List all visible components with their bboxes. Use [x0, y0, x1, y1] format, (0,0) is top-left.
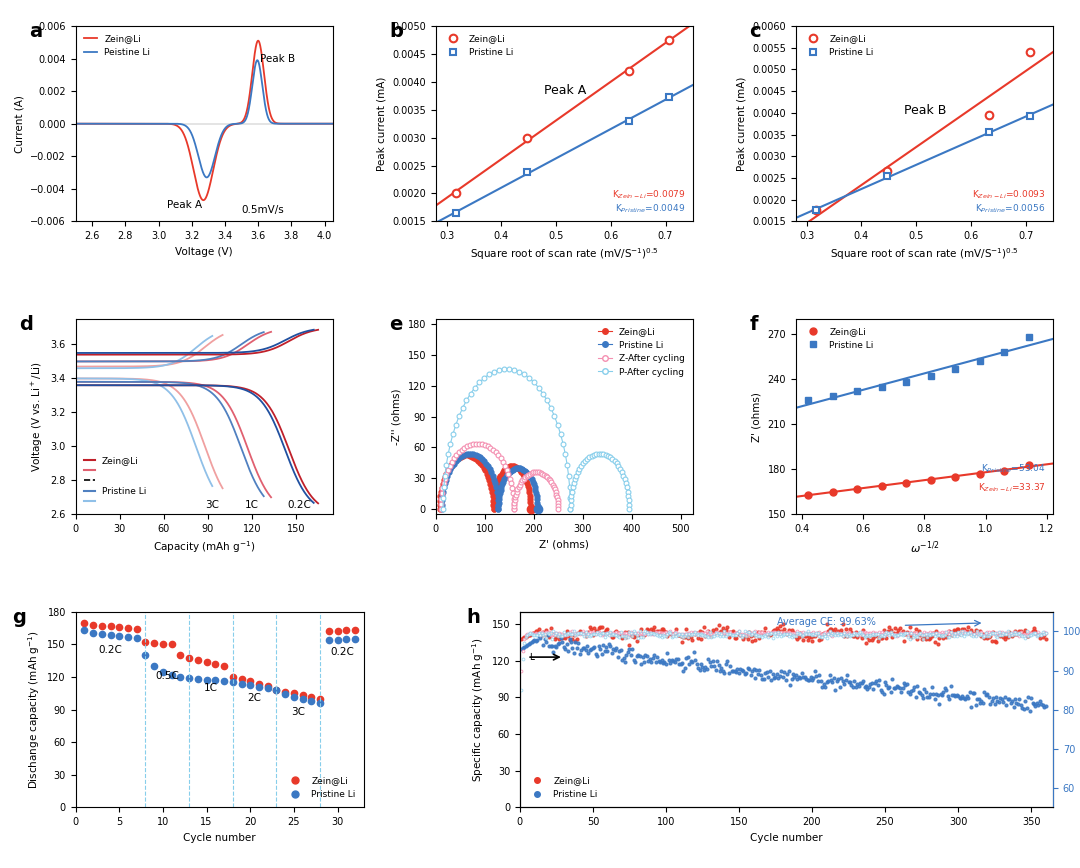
- Legend: Zein@Li, Pristine Li, Z-After cycling, P-After cycling: Zein@Li, Pristine Li, Z-After cycling, P…: [594, 324, 688, 380]
- Text: d: d: [19, 315, 32, 334]
- Text: b: b: [390, 22, 403, 41]
- Text: Average CE: 99.63%: Average CE: 99.63%: [778, 617, 876, 628]
- X-axis label: Z' (ohms): Z' (ohms): [539, 540, 590, 549]
- Text: K$_{Pristine}$=53.04: K$_{Pristine}$=53.04: [981, 463, 1045, 475]
- Text: Peak B: Peak B: [260, 54, 295, 64]
- X-axis label: Cycle number: Cycle number: [184, 832, 256, 843]
- Y-axis label: Current (A): Current (A): [14, 95, 25, 153]
- Text: 1C: 1C: [204, 683, 218, 694]
- Legend: Zein@Li, Pristine Li: Zein@Li, Pristine Li: [525, 773, 602, 803]
- Text: f: f: [750, 315, 758, 334]
- Legend: Zein@Li, Pristine Li: Zein@Li, Pristine Li: [282, 773, 360, 803]
- Legend: Zein@Li, Pristine Li: Zein@Li, Pristine Li: [800, 30, 877, 60]
- Text: 0.5C: 0.5C: [156, 671, 179, 681]
- Y-axis label: Specific capacity (mAh g$^{-1}$): Specific capacity (mAh g$^{-1}$): [470, 637, 486, 782]
- Y-axis label: Peak current (mA): Peak current (mA): [377, 76, 387, 171]
- Text: e: e: [390, 315, 403, 334]
- Text: Peak B: Peak B: [904, 104, 946, 117]
- Text: 0.2C: 0.2C: [330, 648, 354, 657]
- X-axis label: Square root of scan rate (mV/S$^{-1}$)$^{0.5}$: Square root of scan rate (mV/S$^{-1}$)$^…: [470, 247, 659, 262]
- Text: Peak A: Peak A: [167, 201, 202, 210]
- Text: K$_{Pristine}$=0.0049: K$_{Pristine}$=0.0049: [615, 202, 685, 215]
- Legend: Zein@Li, Pristine Li: Zein@Li, Pristine Li: [441, 30, 517, 60]
- Y-axis label: Voltage (V vs. Li$^+$/Li): Voltage (V vs. Li$^+$/Li): [30, 361, 45, 472]
- Legend: Zein@Li, Peistine Li: Zein@Li, Peistine Li: [80, 30, 154, 60]
- Text: 0.2C: 0.2C: [98, 645, 122, 655]
- Text: 1C: 1C: [245, 500, 259, 510]
- X-axis label: $\omega^{-1/2}$: $\omega^{-1/2}$: [909, 540, 940, 556]
- Y-axis label: Dischange capacity (mAh g$^{-1}$): Dischange capacity (mAh g$^{-1}$): [26, 630, 42, 789]
- Text: └: └: [527, 655, 534, 665]
- Y-axis label: -Z'' (ohms): -Z'' (ohms): [392, 388, 402, 445]
- X-axis label: Cycle number: Cycle number: [751, 832, 823, 843]
- Text: h: h: [467, 608, 481, 627]
- Text: K$_{Zein-Li}$=0.0093: K$_{Zein-Li}$=0.0093: [972, 189, 1045, 201]
- Legend: Zein@Li, Pristine Li: Zein@Li, Pristine Li: [800, 324, 877, 353]
- Text: K$_{Zein-Li}$=0.0079: K$_{Zein-Li}$=0.0079: [611, 189, 685, 201]
- Text: Peak A: Peak A: [543, 84, 586, 97]
- Text: 3C: 3C: [205, 500, 219, 510]
- Text: a: a: [29, 22, 42, 41]
- Text: 2C: 2C: [247, 693, 261, 703]
- Legend: Zein@Li, , , Pristine Li, : Zein@Li, , , Pristine Li,: [80, 452, 150, 510]
- Text: K$_{Pristine}$=0.0056: K$_{Pristine}$=0.0056: [975, 202, 1045, 215]
- Text: 0.2C: 0.2C: [287, 500, 311, 510]
- Text: K$_{Zein-Li}$=33.37: K$_{Zein-Li}$=33.37: [977, 482, 1045, 495]
- Text: 3C: 3C: [292, 707, 306, 717]
- X-axis label: Voltage (V): Voltage (V): [175, 247, 233, 257]
- Text: c: c: [750, 22, 761, 41]
- Text: 0.5mV/s: 0.5mV/s: [242, 205, 284, 215]
- Y-axis label: Z' (ohms): Z' (ohms): [752, 391, 761, 442]
- X-axis label: Capacity (mAh g$^{-1}$): Capacity (mAh g$^{-1}$): [153, 540, 256, 556]
- Text: g: g: [12, 608, 26, 627]
- Y-axis label: Peak current (mA): Peak current (mA): [737, 76, 746, 171]
- X-axis label: Square root of scan rate (mV/S$^{-1}$)$^{0.5}$: Square root of scan rate (mV/S$^{-1}$)$^…: [829, 247, 1018, 262]
